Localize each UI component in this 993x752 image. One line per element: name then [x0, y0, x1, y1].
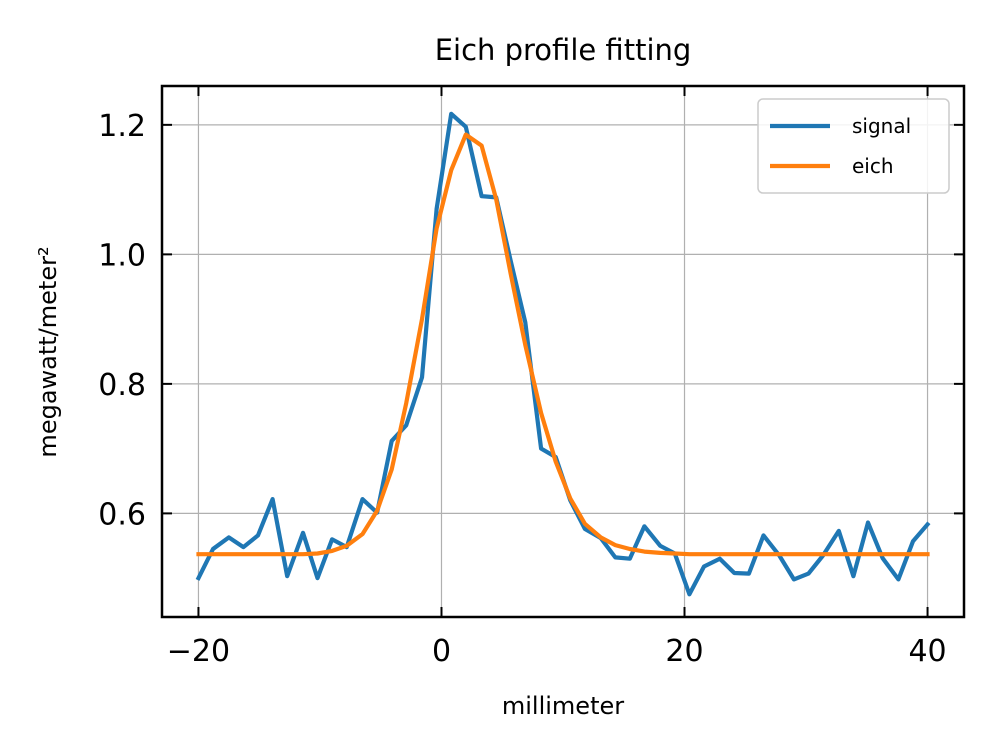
y-tick-label: 1.0: [98, 238, 146, 273]
plot-frame: [160, 84, 966, 619]
legend-label-eich: eich: [852, 154, 894, 178]
x-tick-label: −20: [167, 634, 230, 669]
x-axis-label: millimeter: [502, 692, 624, 720]
legend: signal eich: [757, 98, 950, 194]
y-tick-label: 1.2: [98, 109, 146, 144]
x-tick-label: 20: [665, 634, 703, 669]
chart-title: Eich profile fitting: [435, 33, 692, 67]
x-tick-label: 0: [432, 634, 451, 669]
y-tick-label: 0.6: [98, 497, 146, 532]
y-axis-label: megawatt/meter²: [34, 246, 62, 457]
legend-box: [757, 98, 950, 194]
series-line-eich: [196, 132, 930, 557]
series-layer: [195, 111, 931, 597]
x-tick-label: 40: [908, 634, 946, 669]
legend-label-signal: signal: [852, 114, 911, 138]
ticks: −20 0 20 40 0.6 0.8 1.0 1.2: [98, 86, 964, 669]
y-tick-label: 0.8: [98, 368, 146, 403]
